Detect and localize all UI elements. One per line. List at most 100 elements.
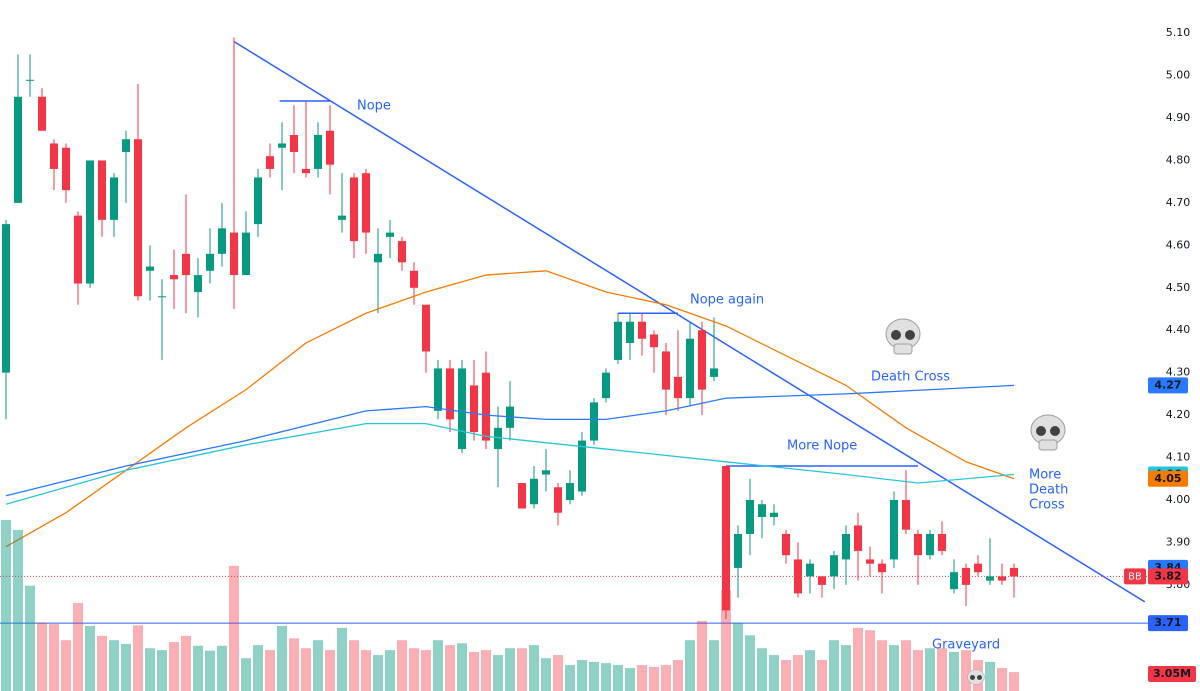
candle-body bbox=[926, 533, 934, 556]
last-price-label-box bbox=[1148, 568, 1188, 585]
y-tick-label: 5.10 bbox=[1166, 26, 1191, 39]
candle-body bbox=[710, 368, 718, 377]
volume-bar bbox=[349, 640, 359, 691]
volume-bar bbox=[157, 650, 167, 691]
candle-body bbox=[206, 253, 214, 271]
volume-bar bbox=[769, 655, 779, 691]
volume-bar bbox=[469, 651, 479, 691]
candle-body bbox=[170, 275, 178, 280]
volume-bar bbox=[877, 640, 887, 691]
volume-bar bbox=[181, 635, 191, 691]
volume-bar bbox=[397, 640, 407, 691]
volume-bar bbox=[961, 650, 971, 691]
candle-body bbox=[62, 147, 70, 191]
candle-body bbox=[326, 130, 334, 165]
volume-bar bbox=[229, 565, 239, 691]
trendline bbox=[233, 40, 1146, 603]
y-tick-label: 5.00 bbox=[1166, 69, 1191, 82]
volume-bar bbox=[85, 625, 95, 691]
volume-bar bbox=[661, 664, 671, 691]
price-label: 4.05 bbox=[1154, 472, 1181, 485]
annotation: Nope again bbox=[690, 293, 764, 308]
candle-body bbox=[350, 177, 358, 242]
volume-bar bbox=[685, 640, 695, 691]
y-tick-label: 4.00 bbox=[1166, 493, 1191, 506]
y-tick-label: 4.80 bbox=[1166, 153, 1191, 166]
volume-label-box bbox=[1148, 666, 1196, 682]
candle-body bbox=[242, 232, 250, 276]
candle-body bbox=[2, 224, 10, 373]
candle-body bbox=[998, 576, 1006, 581]
y-tick-label: 4.10 bbox=[1166, 451, 1191, 464]
volume-bar bbox=[625, 668, 635, 691]
candle-body bbox=[254, 177, 262, 225]
candle-body bbox=[266, 156, 274, 169]
candle-body bbox=[962, 567, 970, 585]
candle-body bbox=[314, 134, 322, 169]
candle-body bbox=[14, 96, 22, 203]
candle-body bbox=[698, 330, 706, 390]
candle-body bbox=[158, 296, 166, 298]
candles bbox=[2, 37, 1018, 619]
candle-body bbox=[590, 402, 598, 441]
candle-body bbox=[770, 512, 778, 517]
y-tick-label: 4.30 bbox=[1166, 366, 1191, 379]
candle-body bbox=[458, 368, 466, 450]
candle-body bbox=[374, 253, 382, 263]
candle-body bbox=[758, 504, 766, 517]
volume-bar bbox=[997, 668, 1007, 691]
volume-bar bbox=[373, 655, 383, 691]
candle-body bbox=[566, 483, 574, 500]
moving-average bbox=[5, 384, 1015, 497]
volume-bar bbox=[361, 650, 371, 691]
y-tick-label: 3.90 bbox=[1166, 535, 1191, 548]
volume-bar bbox=[289, 638, 299, 691]
volume-bar bbox=[25, 585, 35, 691]
volume-bar bbox=[145, 648, 155, 691]
candle-body bbox=[134, 139, 142, 297]
candle-body bbox=[362, 173, 370, 233]
candle-body bbox=[338, 215, 346, 220]
volume-bar bbox=[601, 663, 611, 691]
volume-bar bbox=[697, 620, 707, 691]
volume-bar bbox=[889, 645, 899, 691]
candle-body bbox=[830, 555, 838, 577]
volume-bar bbox=[985, 661, 995, 691]
candle-body bbox=[950, 572, 958, 590]
volume-bar bbox=[1009, 672, 1019, 691]
volume-bar bbox=[949, 651, 959, 691]
candle-body bbox=[854, 525, 862, 551]
last-price-tag: BB bbox=[1128, 571, 1142, 582]
volume-bar bbox=[781, 660, 791, 691]
y-tick-label: 4.40 bbox=[1166, 323, 1191, 336]
y-tick-label: 4.70 bbox=[1166, 196, 1191, 209]
volume-bar bbox=[565, 664, 575, 691]
candle-body bbox=[122, 139, 130, 152]
candle-body bbox=[218, 228, 226, 254]
skull bbox=[885, 318, 921, 355]
y-tick-label: 4.60 bbox=[1166, 238, 1191, 251]
candle-body bbox=[530, 478, 538, 505]
y-tick-label: 4.50 bbox=[1166, 281, 1191, 294]
volume-bar bbox=[421, 650, 431, 691]
candle-body bbox=[818, 576, 826, 585]
annotation: More bbox=[1029, 468, 1061, 483]
candle-body bbox=[74, 215, 82, 284]
candle-body bbox=[794, 559, 802, 594]
volume-bar bbox=[325, 650, 335, 691]
volume-bar bbox=[589, 661, 599, 691]
candle-body bbox=[290, 134, 298, 152]
candle-body bbox=[902, 499, 910, 530]
candle-body bbox=[986, 576, 994, 581]
candle-body bbox=[410, 270, 418, 288]
volume-bar bbox=[541, 658, 551, 691]
volume-bar bbox=[901, 640, 911, 691]
moving-average bbox=[5, 270, 1015, 548]
annotation: Death Cross bbox=[871, 370, 950, 385]
volume-bar bbox=[205, 650, 215, 691]
volume-bar bbox=[385, 650, 395, 691]
annotation: More Nope bbox=[787, 439, 857, 454]
candle-body bbox=[890, 499, 898, 560]
